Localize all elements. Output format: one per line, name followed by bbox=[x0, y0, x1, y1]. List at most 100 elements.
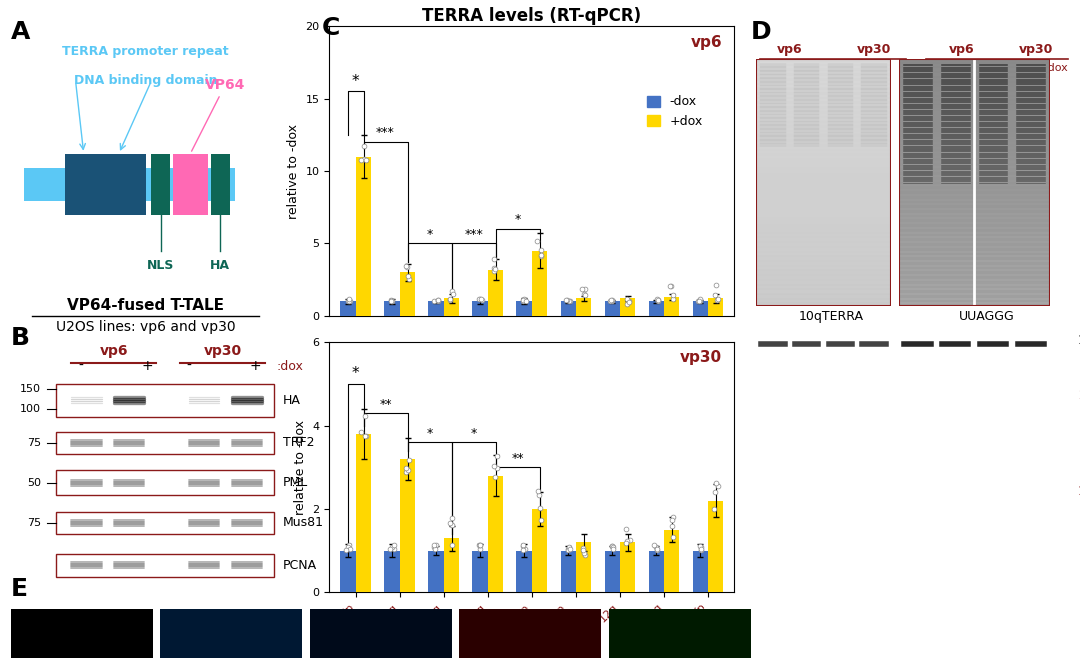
Bar bbox=[211, 154, 230, 215]
Point bbox=[561, 295, 578, 306]
Point bbox=[430, 296, 447, 307]
Point bbox=[561, 544, 578, 554]
Point bbox=[618, 523, 635, 534]
Text: -: - bbox=[768, 60, 772, 74]
Bar bbox=[173, 154, 207, 215]
Point bbox=[442, 295, 459, 305]
Point bbox=[427, 544, 444, 555]
Bar bbox=[561, 551, 576, 592]
Point bbox=[382, 295, 400, 306]
Text: *: * bbox=[352, 74, 360, 89]
Point bbox=[649, 544, 666, 555]
Text: 75: 75 bbox=[27, 438, 41, 448]
Point bbox=[399, 270, 416, 281]
Bar bbox=[620, 299, 635, 316]
Point bbox=[340, 540, 357, 551]
Point bbox=[514, 545, 531, 556]
Point bbox=[356, 430, 374, 441]
Point bbox=[559, 544, 577, 554]
Point bbox=[441, 518, 458, 528]
Point bbox=[620, 297, 637, 307]
Point bbox=[529, 236, 546, 247]
Point bbox=[382, 295, 400, 305]
Point bbox=[485, 253, 502, 264]
Text: TRF2: TRF2 bbox=[283, 436, 314, 449]
Point bbox=[690, 295, 707, 306]
Point bbox=[529, 486, 546, 496]
Point bbox=[692, 544, 710, 555]
Text: 100: 100 bbox=[21, 404, 41, 414]
Point bbox=[575, 542, 592, 553]
Point bbox=[662, 281, 679, 291]
Point bbox=[575, 545, 592, 555]
Bar bbox=[400, 459, 415, 592]
Point bbox=[356, 411, 374, 421]
Text: +: + bbox=[141, 359, 152, 373]
Point bbox=[353, 155, 370, 165]
Point bbox=[692, 545, 710, 555]
Point bbox=[692, 542, 710, 552]
Bar bbox=[576, 299, 592, 316]
Bar bbox=[340, 551, 355, 592]
Point bbox=[399, 261, 416, 272]
Bar bbox=[608, 609, 751, 658]
Point bbox=[619, 294, 636, 305]
Text: **: ** bbox=[511, 451, 524, 465]
Point bbox=[646, 540, 663, 550]
Point bbox=[341, 544, 359, 554]
Point bbox=[355, 141, 373, 151]
Text: :dox: :dox bbox=[1044, 63, 1068, 73]
Point bbox=[428, 540, 445, 550]
Text: HA: HA bbox=[210, 259, 230, 272]
Point bbox=[443, 540, 460, 551]
Point bbox=[397, 467, 415, 477]
Point bbox=[474, 295, 491, 305]
Text: HA: HA bbox=[283, 394, 301, 407]
Point bbox=[426, 540, 443, 550]
Text: vp30: vp30 bbox=[856, 43, 891, 56]
Bar bbox=[429, 551, 444, 592]
Point bbox=[471, 544, 488, 555]
Bar bbox=[355, 434, 372, 592]
Bar bbox=[56, 470, 274, 495]
Point bbox=[532, 250, 550, 261]
Point bbox=[381, 544, 399, 554]
Point bbox=[691, 295, 708, 306]
Text: +: + bbox=[826, 60, 837, 74]
Point bbox=[488, 463, 505, 473]
Point bbox=[339, 295, 356, 306]
Point bbox=[486, 264, 503, 274]
Bar bbox=[56, 512, 274, 534]
Point bbox=[532, 251, 550, 262]
Text: Mus81: Mus81 bbox=[283, 517, 324, 529]
Bar bbox=[384, 301, 400, 316]
Bar bbox=[11, 609, 153, 658]
Point bbox=[531, 503, 549, 513]
Bar bbox=[531, 509, 548, 592]
Y-axis label: relative to -dox: relative to -dox bbox=[287, 124, 300, 218]
Point bbox=[514, 541, 531, 551]
Point bbox=[515, 540, 532, 550]
Point bbox=[691, 541, 708, 551]
Point bbox=[602, 295, 619, 306]
Text: 28S: 28S bbox=[1078, 389, 1080, 401]
Point bbox=[621, 534, 638, 545]
Text: *: * bbox=[514, 213, 521, 226]
Text: 50: 50 bbox=[27, 478, 41, 488]
Point bbox=[604, 540, 621, 551]
Point bbox=[514, 294, 531, 305]
Bar bbox=[576, 542, 592, 592]
Point bbox=[472, 540, 489, 550]
Bar bbox=[444, 299, 459, 316]
Point bbox=[663, 515, 680, 526]
Text: 150: 150 bbox=[21, 384, 41, 394]
Point bbox=[664, 294, 681, 305]
Bar bbox=[664, 297, 679, 316]
Text: *: * bbox=[352, 367, 360, 382]
Point bbox=[691, 294, 708, 305]
Point bbox=[472, 294, 489, 305]
Point bbox=[664, 512, 681, 522]
Point bbox=[559, 545, 577, 555]
Point bbox=[664, 520, 681, 531]
Bar bbox=[340, 301, 355, 316]
